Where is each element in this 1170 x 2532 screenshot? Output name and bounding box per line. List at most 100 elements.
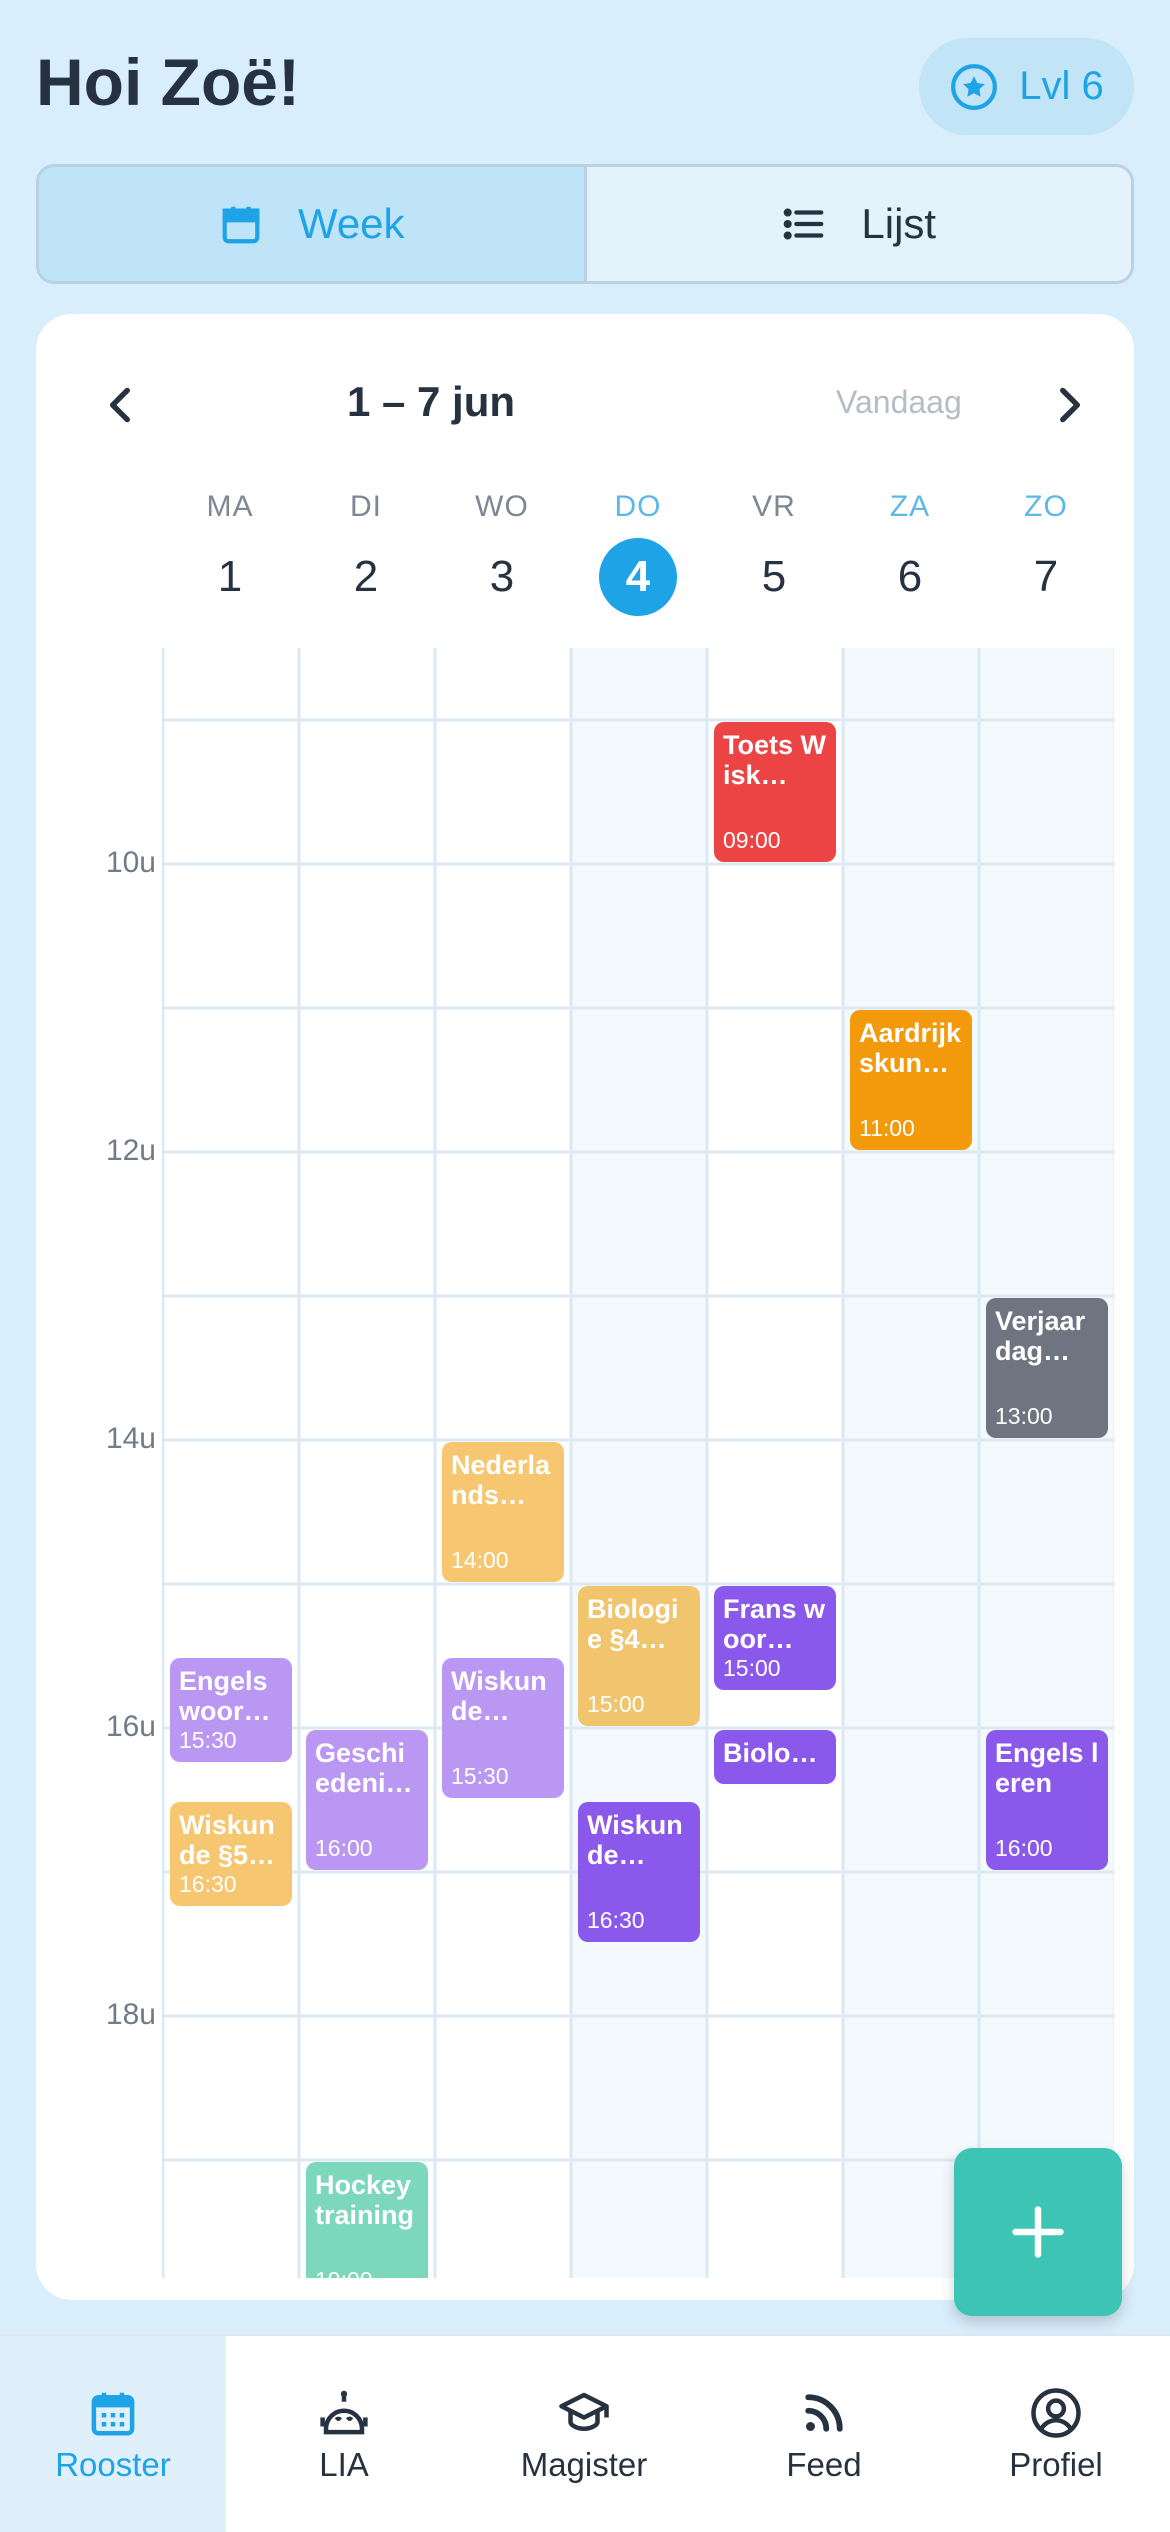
day-header-wo[interactable]: WO 3 — [434, 490, 570, 616]
event-title: Aardrijkskun… — [859, 1018, 962, 1078]
tab-label: Profiel — [1009, 2446, 1103, 2483]
hour-label: 16u — [105, 1710, 156, 1743]
day-header-zo[interactable]: ZO 7 — [978, 490, 1114, 616]
calendar-icon — [222, 206, 260, 244]
event-title: Wiskunde… — [451, 1666, 547, 1726]
day-name: WO — [475, 490, 529, 523]
day-header-za[interactable]: ZA 6 — [842, 490, 978, 616]
calendar-event[interactable]: Frans woor… 15:00 — [714, 1586, 836, 1690]
add-event-button[interactable] — [954, 2148, 1122, 2316]
event-time: 14:00 — [451, 1547, 509, 1573]
day-number: 2 — [353, 552, 379, 601]
tab-magister[interactable]: Magister — [462, 2336, 706, 2532]
event-title: Toets Wisk… — [723, 730, 826, 790]
bottom-tab-bar: Rooster LIA Magister Feed Profiel — [0, 2334, 1170, 2532]
event-title: Wiskunde… — [587, 1810, 683, 1870]
tab-label: Magister — [520, 2446, 648, 2483]
calendar-event[interactable]: Aardrijkskun… 11:00 — [850, 1010, 972, 1150]
day-header-vr[interactable]: VR 5 — [706, 490, 842, 616]
calendar-event[interactable]: Engels leren 16:00 — [986, 1730, 1108, 1870]
week-view-label: Week — [297, 200, 405, 247]
day-column[interactable] — [978, 648, 1114, 2278]
level-badge[interactable]: Lvl 6 — [919, 38, 1134, 135]
calendar-event[interactable]: Wiskunde §5… 16:30 — [170, 1802, 292, 1906]
day-column[interactable] — [842, 648, 978, 2278]
event-title: Engels woor… — [179, 1666, 271, 1726]
calendar-event[interactable]: Wiskunde… 16:30 — [578, 1802, 700, 1942]
event-time: 15:30 — [451, 1763, 509, 1789]
week-view-button[interactable]: Week — [36, 164, 587, 284]
event-title: Biologie §4… — [587, 1594, 679, 1654]
day-name: DI — [350, 490, 382, 523]
calendar-event[interactable]: Hockey training 19:00 — [306, 2162, 428, 2278]
day-name: DO — [614, 490, 662, 523]
day-number: 5 — [761, 552, 787, 601]
calendar-event[interactable]: Biologie §4… 15:00 — [578, 1586, 700, 1726]
view-toggle: Week Lijst — [36, 164, 1134, 284]
hour-label: 14u — [105, 1422, 156, 1455]
graduation-cap-icon — [559, 2392, 609, 2432]
week-grid: Toets Wisk… 09:00 Aardrijkskun… 11:00 Verjaa… — [162, 648, 1114, 2278]
today-button[interactable]: Vandaag — [836, 384, 962, 420]
day-number: 1 — [217, 552, 243, 601]
robot-icon — [320, 2390, 368, 2435]
tab-label: LIA — [319, 2446, 369, 2483]
day-column[interactable] — [706, 648, 842, 2278]
day-header-do[interactable]: DO 4 — [570, 490, 706, 616]
tab-profiel[interactable]: Profiel — [942, 2336, 1170, 2532]
event-time: 15:00 — [587, 1691, 645, 1717]
day-name: MA — [206, 490, 254, 523]
hour-label: 10u — [105, 846, 156, 879]
grid-lines — [162, 648, 1114, 2278]
calendar-event[interactable]: Toets Wisk… 09:00 — [714, 722, 836, 862]
event-title: Biolo… — [723, 1738, 818, 1768]
day-column[interactable] — [298, 648, 434, 2278]
list-view-button[interactable]: Lijst — [586, 164, 1134, 284]
tab-label: Feed — [786, 2446, 862, 2483]
tab-feed[interactable]: Feed — [706, 2336, 942, 2532]
day-number: 3 — [489, 552, 515, 601]
calendar-event[interactable]: Verjaardag… 13:00 — [986, 1298, 1108, 1438]
event-time: 13:00 — [995, 1403, 1053, 1429]
day-header-ma[interactable]: MA 1 — [162, 490, 298, 616]
event-title: Nederlands… — [451, 1450, 551, 1510]
calendar-event[interactable]: Engels woor… 15:30 — [170, 1658, 292, 1762]
calendar-event[interactable]: Nederlands… 14:00 — [442, 1442, 564, 1582]
day-column[interactable] — [162, 648, 298, 2278]
day-name: VR — [752, 490, 796, 523]
header: Hoi Zoë! Lvl 6 — [0, 0, 1170, 160]
plus-icon — [1012, 2206, 1064, 2258]
user-circle-icon — [1031, 2388, 1081, 2438]
event-title: Frans woor… — [723, 1594, 826, 1654]
hour-label: 18u — [105, 1998, 156, 2031]
event-time: 16:30 — [587, 1907, 645, 1933]
tab-label: Rooster — [55, 2446, 171, 2483]
event-title: Engels leren — [995, 1738, 1099, 1798]
tab-lia[interactable]: LIA — [226, 2336, 462, 2532]
calendar-event[interactable]: Wiskunde… 15:30 — [442, 1658, 564, 1798]
event-time: 16:00 — [995, 1835, 1053, 1861]
day-header-row: MA 1 DI 2 WO 3 DO 4 VR 5 ZA 6 ZO 7 — [36, 490, 1134, 620]
day-header-di[interactable]: DI 2 — [298, 490, 434, 616]
level-label: Lvl 6 — [1019, 64, 1104, 108]
day-number-today: 4 — [599, 538, 677, 616]
chevron-right-icon[interactable] — [1044, 380, 1094, 430]
event-time: 19:00 — [315, 2267, 373, 2278]
day-name: ZO — [1024, 490, 1068, 523]
event-title: Hockey training — [315, 2170, 414, 2230]
event-time: 15:00 — [723, 1655, 781, 1681]
week-range-label: 1 – 7 jun — [346, 378, 516, 425]
star-circle-icon — [951, 63, 998, 110]
calendar-event[interactable]: Geschiedeni… 16:00 — [306, 1730, 428, 1870]
chevron-left-icon[interactable] — [96, 380, 146, 430]
event-title: Geschiedeni… — [315, 1738, 413, 1798]
list-view-label: Lijst — [861, 200, 937, 247]
hour-label: 12u — [105, 1134, 156, 1167]
calendar-event[interactable]: Biolo… — [714, 1730, 836, 1784]
tab-rooster[interactable]: Rooster — [0, 2336, 226, 2532]
calendar-card: 1 – 7 jun Vandaag MA 1 DI 2 WO 3 DO 4 VR 5 ZA 6 ZO 7 … — [36, 314, 1134, 2300]
day-column[interactable] — [570, 648, 706, 2278]
greeting-title: Hoi Zoë! — [36, 45, 300, 119]
list-icon — [784, 208, 824, 240]
event-time: 16:30 — [179, 1871, 237, 1897]
